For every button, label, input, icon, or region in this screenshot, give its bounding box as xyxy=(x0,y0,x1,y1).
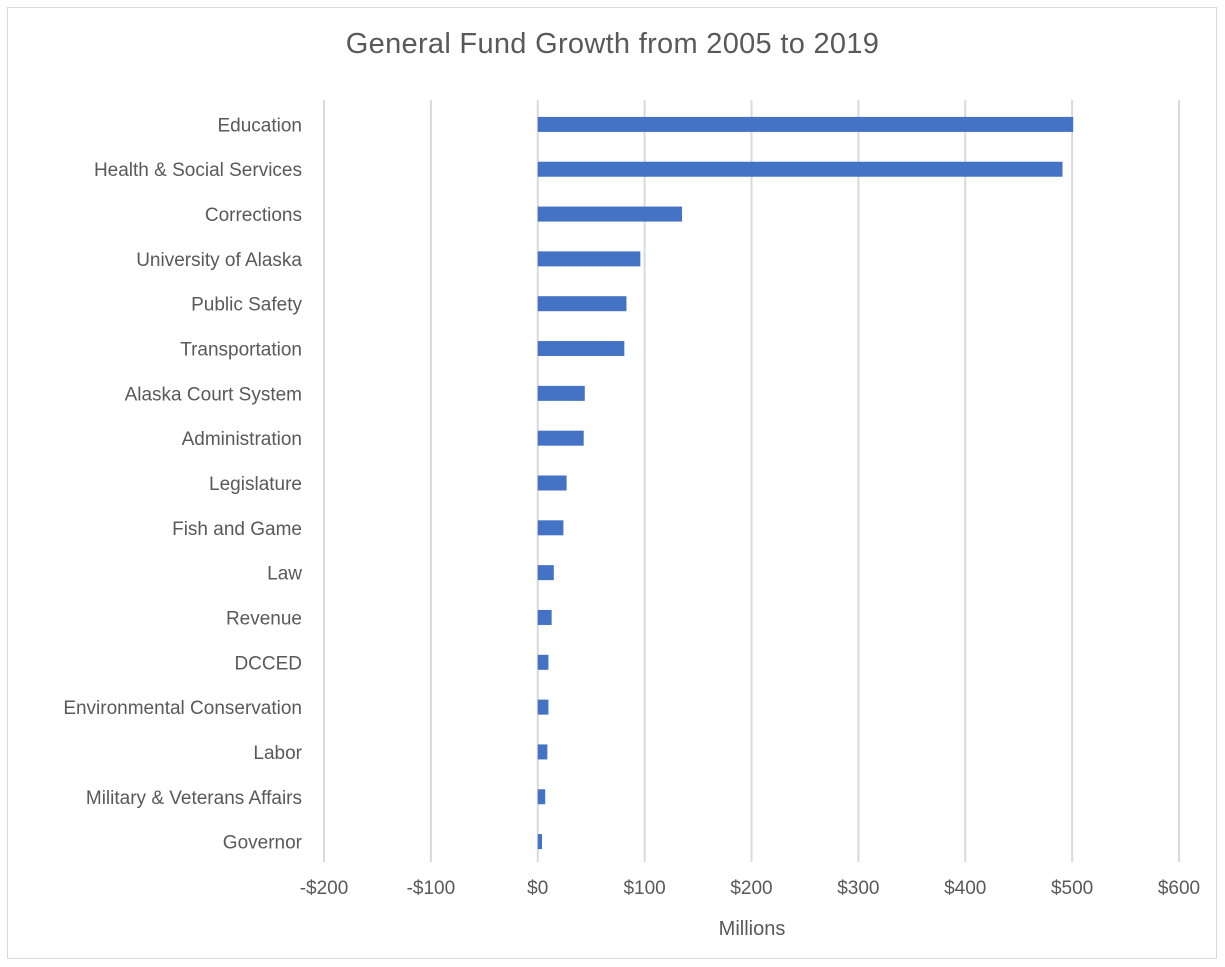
category-label: Health & Social Services xyxy=(94,160,302,181)
category-label: Administration xyxy=(182,429,302,450)
category-label: Law xyxy=(267,564,302,585)
bar xyxy=(537,654,549,670)
x-tick-label: -$100 xyxy=(407,878,456,899)
bar xyxy=(537,385,585,401)
chart-title: General Fund Growth from 2005 to 2019 xyxy=(345,28,880,60)
category-label: Education xyxy=(217,115,302,136)
category-label: Legislature xyxy=(209,474,302,495)
category-label: University of Alaska xyxy=(136,250,302,271)
bar xyxy=(537,744,548,760)
bars xyxy=(537,116,1074,850)
bar xyxy=(537,116,1074,132)
x-tick-label: $500 xyxy=(1051,878,1093,899)
category-label: Environmental Conservation xyxy=(63,698,302,719)
x-axis-title: Millions xyxy=(719,918,786,940)
bar xyxy=(537,430,584,446)
category-label: Alaska Court System xyxy=(125,384,302,405)
x-tick-label: $0 xyxy=(527,878,548,899)
x-tick-labels: -$200 -$100 $0 $100 $200 $300 $400 $500 $600 xyxy=(300,878,1200,899)
bar xyxy=(537,296,627,312)
bar xyxy=(537,206,683,222)
x-tick-label: -$200 xyxy=(300,878,349,899)
bar xyxy=(537,699,549,715)
category-label: Military & Veterans Affairs xyxy=(86,788,302,809)
bar xyxy=(537,565,554,581)
category-label: Labor xyxy=(253,743,302,764)
bar xyxy=(537,789,546,805)
bar xyxy=(537,834,543,850)
category-label: Fish and Game xyxy=(172,519,302,540)
bar xyxy=(537,251,641,267)
bar xyxy=(537,475,567,491)
category-label: Transportation xyxy=(180,340,302,361)
category-label: DCCED xyxy=(234,653,302,674)
bar xyxy=(537,161,1063,177)
category-label: Governor xyxy=(223,833,303,854)
gridlines xyxy=(323,100,1180,862)
x-tick-label: $200 xyxy=(730,878,772,899)
x-tick-label: $300 xyxy=(837,878,879,899)
x-tick-label: $400 xyxy=(944,878,986,899)
bar xyxy=(537,520,564,536)
category-label: Corrections xyxy=(205,205,302,226)
x-tick-label: $100 xyxy=(623,878,665,899)
x-tick-label: $600 xyxy=(1158,878,1200,899)
category-labels: Education Health & Social Services Correct… xyxy=(63,115,302,853)
category-label: Public Safety xyxy=(191,295,302,316)
category-label: Revenue xyxy=(226,608,302,629)
bar xyxy=(537,609,552,625)
bar xyxy=(537,341,625,357)
